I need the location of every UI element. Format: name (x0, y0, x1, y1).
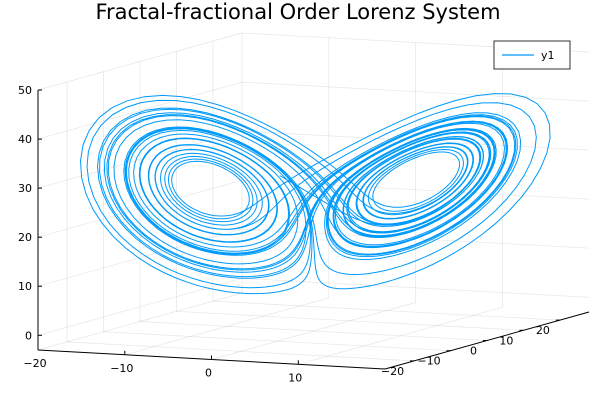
legend-label-y1: y1 (541, 49, 555, 62)
z-tick-label: 30 (18, 182, 32, 195)
y-tick-label: 20 (536, 324, 550, 337)
grid-y-floor (103, 331, 451, 352)
axes (37, 89, 590, 370)
x-tick-label: −20 (23, 357, 46, 370)
legend: y1 (493, 40, 571, 70)
y-tick-label: −10 (417, 355, 440, 368)
z-tick-label: 40 (18, 133, 32, 146)
grid-z-side (37, 81, 243, 140)
z-tick-label: 20 (18, 231, 32, 244)
x-tick-label: −10 (110, 362, 133, 375)
grid-x-floor (37, 292, 243, 351)
grid-z-back (241, 81, 590, 102)
y-tick-label: 10 (499, 334, 513, 347)
grid-x-floor (298, 306, 503, 365)
grid-y-floor (176, 310, 524, 331)
grid-z-back (241, 277, 590, 298)
grid-lines (37, 32, 590, 365)
grid-y-floor (67, 341, 415, 362)
grid-y-floor (212, 300, 560, 321)
grid-z-side (37, 32, 243, 91)
z-tick-label: 0 (25, 329, 32, 342)
tick-labels: −20 −10 0 10 −20 −10 0 10 20 0 10 20 30 40 50 (18, 84, 550, 384)
z-tick-label: 10 (18, 280, 32, 293)
chart-title: Fractal-fractional Order Lorenz System (95, 0, 500, 24)
z-tick-label: 50 (18, 84, 32, 97)
grid-x-floor (124, 297, 329, 356)
y-tick-label: −20 (381, 365, 404, 378)
grid-x-floor (211, 302, 416, 360)
x-tick-label: 0 (205, 367, 212, 380)
series-y1-line (80, 93, 551, 295)
x-tick-label: 10 (288, 371, 302, 384)
y-tick-label: 0 (470, 345, 477, 358)
grid-y-floor (139, 321, 488, 341)
grid-z-back (241, 179, 590, 200)
